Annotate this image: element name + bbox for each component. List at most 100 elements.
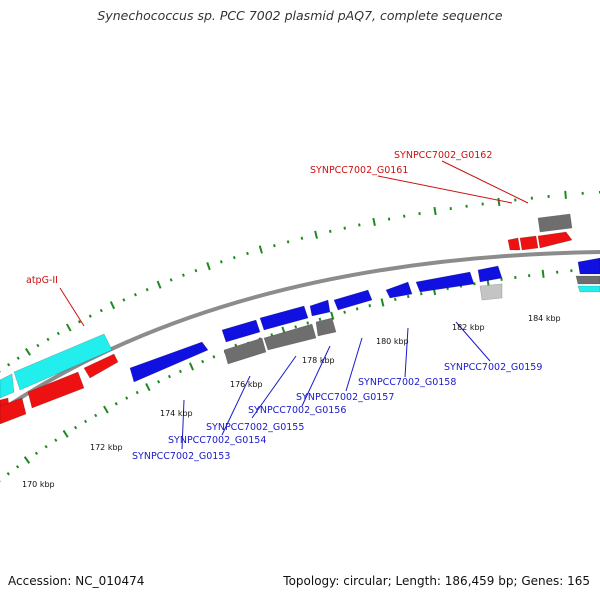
inner-tick [368, 303, 372, 308]
gene-feature [0, 397, 27, 425]
ruler-labels: 170 kbp 172 kbp 174 kbp 176 kbp 178 kbp 180 k… [22, 314, 561, 489]
outer-tick [358, 223, 361, 227]
gene-label: SYNPCC7002_G0159 [444, 362, 542, 373]
gene-feature [27, 371, 85, 409]
inner-tick [125, 396, 129, 400]
inner-tick [318, 317, 322, 321]
gene-feature [385, 281, 413, 299]
ruler-label: 182 kbp [452, 323, 485, 332]
leader-line [377, 175, 513, 204]
inner-tick [343, 310, 346, 314]
inner-tick [157, 380, 161, 384]
genome-summary: Topology: circular; Length: 186,459 bp; … [283, 574, 590, 588]
outer-tick [56, 331, 60, 336]
sequence-backbone [0, 250, 600, 414]
inner-tick [394, 297, 397, 302]
inner-tick [103, 405, 109, 414]
inner-tick [73, 425, 78, 430]
outer-tick [258, 245, 263, 254]
inner-tick [406, 294, 410, 299]
outer-tick [329, 229, 332, 233]
outer-tick [46, 337, 50, 342]
inner-tick [330, 311, 335, 320]
gene-label: SYNPCC7002_G0155 [206, 422, 304, 433]
ruler-label: 180 kbp [376, 337, 409, 346]
outer-tick [36, 343, 40, 348]
gene-feature [259, 305, 309, 331]
inner-tick [44, 444, 48, 449]
gene-label: SYNPCC7002_G0157 [296, 392, 394, 403]
inner-tick [23, 456, 31, 464]
inner-tick [83, 419, 88, 424]
leader-line [221, 375, 251, 436]
inner-tick [419, 292, 423, 296]
inner-tick [135, 390, 139, 395]
leader-line [181, 399, 185, 450]
outer-tick [206, 262, 211, 271]
ruler-label: 170 kbp [22, 480, 55, 489]
outer-tick [24, 347, 31, 356]
inner-tick [212, 355, 216, 359]
gene-label: SYNPCC7002_G0158 [358, 377, 456, 388]
gene-feature [309, 299, 331, 317]
gene-feature [129, 341, 209, 383]
inner-tick [201, 359, 205, 364]
outer-tick [109, 301, 116, 310]
gene-feature [13, 333, 113, 391]
inner-tick [167, 374, 171, 379]
ruler-label: 184 kbp [528, 314, 561, 323]
ruler-label: 174 kbp [160, 409, 193, 418]
outer-tick [194, 268, 198, 273]
ruler-label: 172 kbp [90, 443, 123, 452]
inner-tick [294, 325, 298, 329]
gene-features [0, 213, 600, 425]
outer-tick [343, 226, 347, 230]
gene-label: atpG-II [26, 275, 58, 286]
gene-feature [479, 283, 503, 301]
gene-feature [221, 319, 261, 343]
inner-tick [355, 307, 359, 311]
gene-feature [537, 213, 573, 233]
outer-tick [387, 217, 391, 221]
outer-tick [182, 273, 185, 277]
map-title: Synechococcus sp. PCC 7002 plasmid pAQ7,… [97, 8, 503, 23]
outer-tick [246, 251, 249, 256]
leader-line [441, 160, 529, 204]
inner-tick [188, 362, 195, 371]
inner-tick [306, 321, 310, 325]
leader-line [455, 321, 491, 362]
inner-tick [62, 429, 69, 438]
outer-tick [286, 240, 290, 244]
inner-tick [54, 438, 58, 442]
gene-feature [263, 323, 317, 351]
outer-tick [232, 255, 236, 260]
gene-feature [415, 271, 475, 293]
outer-tick [16, 356, 20, 360]
outer-tick [99, 308, 103, 313]
gene-feature [223, 337, 267, 365]
leader-line [59, 287, 85, 327]
outer-tick [77, 320, 81, 324]
outer-tick [169, 278, 173, 282]
ruler-label: 178 kbp [302, 356, 335, 365]
gene-feature [519, 235, 539, 251]
outer-tick [433, 206, 437, 216]
label-leader-lines [59, 160, 529, 450]
outer-tick [156, 280, 162, 289]
outer-tick [65, 323, 72, 332]
inner-tick [94, 413, 98, 418]
leader-line [301, 345, 331, 407]
gene-feature [83, 353, 119, 379]
accession-number: Accession: NC_010474 [8, 574, 145, 588]
inner-tick [6, 472, 10, 476]
inner-tick [541, 269, 545, 278]
gene-labels: atpG-II SYNPCC7002_G0162 SYNPCC7002_G0161 S… [26, 150, 542, 462]
outer-tick [88, 314, 92, 318]
outer-tick-ring [0, 190, 600, 373]
gene-label: SYNPCC7002_G0154 [168, 435, 266, 446]
leader-line [345, 337, 363, 392]
leader-line [251, 355, 297, 419]
ruler-label: 176 kbp [230, 380, 263, 389]
gene-feature [577, 285, 600, 293]
